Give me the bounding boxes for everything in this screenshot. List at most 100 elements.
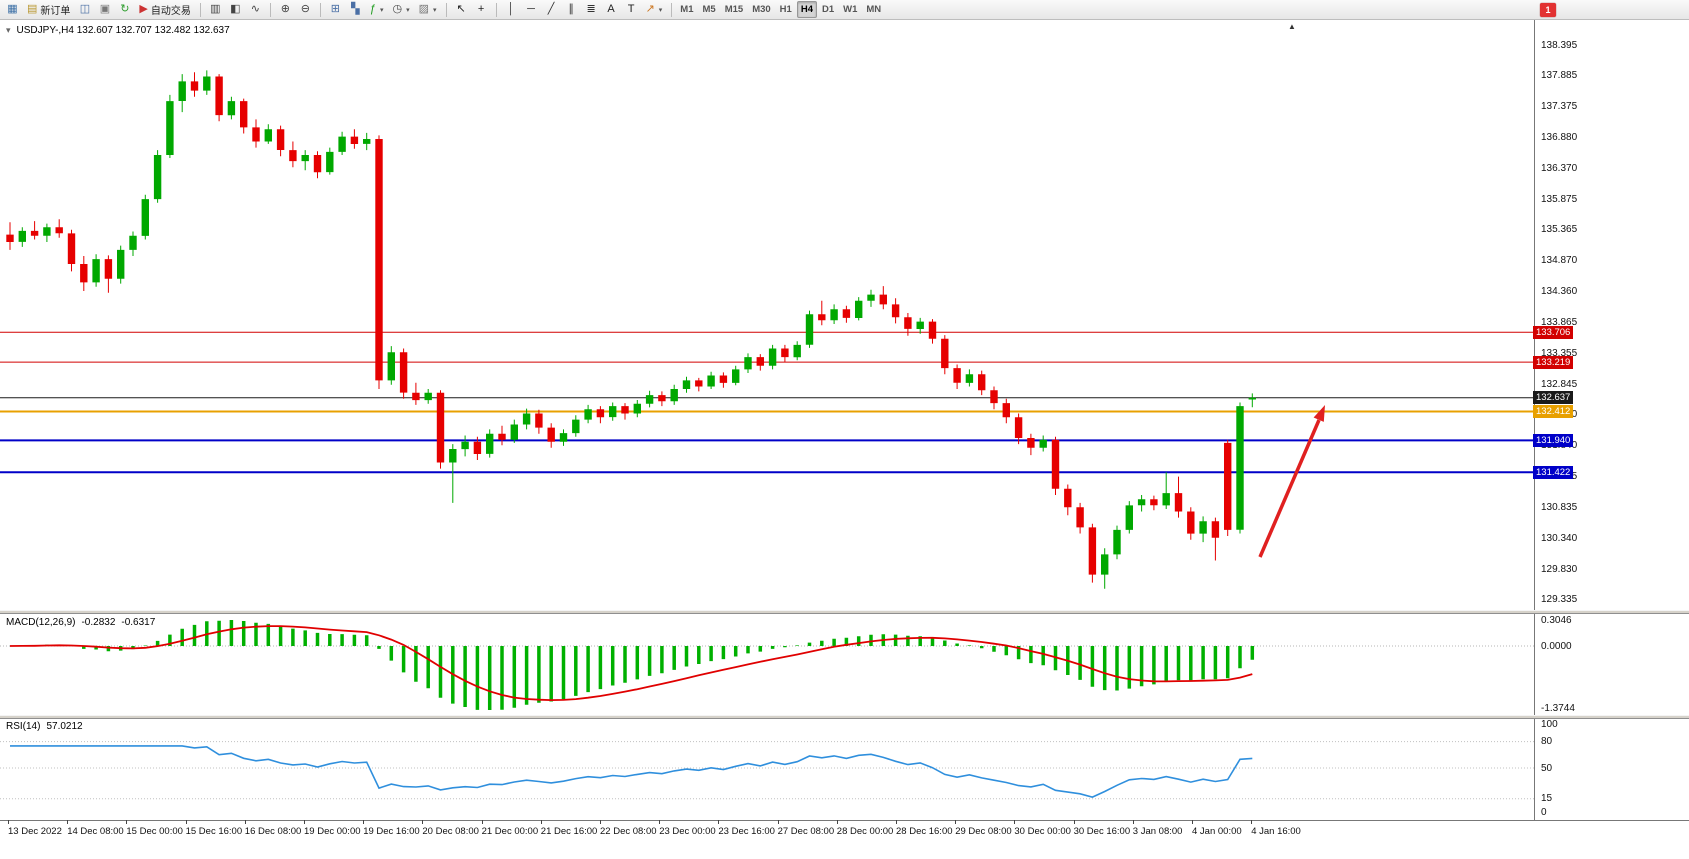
- crosshair-icon: +: [477, 3, 485, 15]
- new-chart-icon: ▦: [7, 3, 18, 15]
- timeframe-w1-button[interactable]: W1: [843, 4, 858, 15]
- time-axis-label: 29 Dec 08:00: [955, 826, 1012, 837]
- chart-collapse-icon[interactable]: ▾: [6, 25, 11, 35]
- auto-arrange-icon: ▚: [351, 3, 360, 15]
- price-axis-label: 129.830: [1541, 563, 1578, 575]
- macd-axis-label: 0.3046: [1541, 614, 1572, 626]
- line-chart-button[interactable]: ∿: [246, 1, 265, 18]
- cursor-button[interactable]: ↖: [452, 1, 471, 18]
- crosshair-button[interactable]: +: [472, 1, 491, 18]
- refresh-button[interactable]: ↻: [115, 1, 134, 18]
- time-tick: [955, 820, 957, 824]
- rsi-axis-label: 50: [1541, 762, 1553, 774]
- rsi-pane-splitter[interactable]: [0, 715, 1689, 719]
- timeframe-h4-button[interactable]: H4: [796, 1, 817, 18]
- chevron-down-icon[interactable]: ▾: [380, 6, 384, 14]
- timeframe-d1-button[interactable]: D1: [821, 4, 835, 15]
- time-tick: [185, 820, 187, 824]
- market-watch-button[interactable]: ◫: [75, 1, 94, 18]
- time-tick: [304, 820, 305, 824]
- trend-arrow-line[interactable]: [1258, 419, 1321, 558]
- time-axis-label: 3 Jan 08:00: [1132, 826, 1183, 837]
- time-tick: [481, 820, 483, 824]
- tile-windows-button[interactable]: ⊞: [326, 1, 345, 18]
- timeframe-m15-button[interactable]: M15: [724, 4, 744, 15]
- autotrading-icon: ▶: [139, 3, 148, 15]
- timeframe-group: M1 M5 M15 M30 H1 H4 D1 W1 MN: [676, 1, 885, 18]
- data-window-button[interactable]: ▣: [95, 1, 114, 18]
- notification-badge[interactable]: 1: [1540, 3, 1556, 17]
- time-tick: [8, 820, 9, 824]
- chevron-down-icon[interactable]: ▾: [433, 6, 437, 14]
- candlestick-chart-icon: ◧: [230, 3, 241, 15]
- time-axis-label: 4 Jan 00:00: [1192, 826, 1242, 837]
- vertical-line-icon: │: [507, 3, 515, 15]
- time-axis[interactable]: 13 Dec 2022 14 Dec 08:00 15 Dec 00:00 15 De…: [0, 820, 1534, 844]
- trendline-icon: ╱: [547, 3, 555, 15]
- time-tick: [67, 820, 69, 824]
- time-tick: [659, 820, 661, 824]
- equidistant-channel-button[interactable]: ∥: [562, 1, 581, 18]
- zoom-in-button[interactable]: ⊕: [276, 1, 295, 18]
- text-label-button[interactable]: T: [622, 1, 641, 18]
- time-tick: [244, 820, 246, 824]
- new-order-button[interactable]: ▤ 新订单: [23, 1, 74, 18]
- time-axis-label: 30 Dec 00:00: [1014, 826, 1071, 837]
- price-axis-label: 135.365: [1541, 224, 1578, 236]
- time-tick: [1132, 820, 1134, 824]
- timeframe-m1-button[interactable]: M1: [680, 4, 694, 15]
- time-tick: [777, 820, 779, 824]
- time-axis-label: 23 Dec 00:00: [659, 826, 716, 837]
- arrows-button[interactable]: ↗ ▾: [642, 1, 667, 18]
- text-button[interactable]: A: [602, 1, 621, 18]
- time-axis-label: 15 Dec 16:00: [185, 826, 243, 837]
- bearish-candle-wicks: [9, 72, 1229, 583]
- macd-pane-splitter[interactable]: [0, 610, 1689, 614]
- horizontal-line-button[interactable]: ─: [522, 1, 541, 18]
- time-axis-label: 16 Dec 08:00: [244, 826, 302, 837]
- chevron-down-icon[interactable]: ▾: [406, 6, 410, 14]
- price-axis[interactable]: 138.395 137.885 137.375 136.880 136.370 135.8…: [1533, 0, 1685, 859]
- templates-button[interactable]: ▨ ▾: [415, 1, 441, 18]
- bar-chart-button[interactable]: ▥: [206, 1, 225, 18]
- rsi-line: [10, 745, 1253, 798]
- candlestick-chart-button[interactable]: ◧: [226, 1, 245, 18]
- time-axis-label: 28 Dec 16:00: [896, 826, 953, 837]
- new-order-label: 新订单: [40, 6, 71, 17]
- rsi-axis-label: 0: [1541, 806, 1547, 818]
- data-window-icon: ▣: [99, 3, 111, 15]
- zoom-out-icon: ⊖: [300, 3, 310, 15]
- periods-button[interactable]: ◷ ▾: [389, 1, 414, 18]
- rsi-axis-label: 100: [1541, 718, 1558, 730]
- time-tick: [718, 820, 720, 824]
- timeframe-h1-button[interactable]: H1: [779, 4, 792, 15]
- new-chart-button[interactable]: ▦: [3, 1, 22, 18]
- indicators-icon: ƒ: [369, 3, 376, 15]
- chevron-down-icon[interactable]: ▾: [658, 6, 663, 14]
- bullish-candle-bodies: [18, 76, 1257, 575]
- time-tick: [1251, 820, 1253, 824]
- toolbar-buttons: ▦ ▤ 新订单 ◫ ▣ ↻ ▶ 自动交易 ▥ ◧ ∿ ⊕ ⊖ ⊞ ▚ ƒ ▾ ◷ ▾ ▨ ▾ ↖ + │ ─ ╱ ∥ ≣ A T ↗ ▾: [3, 1, 676, 18]
- timeframe-m30-button[interactable]: M30: [752, 4, 771, 15]
- autotrading-button[interactable]: ▶ 自动交易: [135, 1, 194, 18]
- time-axis-label: 22 Dec 08:00: [600, 826, 657, 837]
- trend-arrow-head[interactable]: [1313, 405, 1325, 422]
- vertical-line-button[interactable]: │: [502, 1, 521, 18]
- time-axis-label: 13 Dec 2022: [8, 826, 62, 837]
- price-axis-label: 137.885: [1541, 70, 1578, 82]
- indicators-button[interactable]: ƒ ▾: [366, 1, 388, 18]
- time-axis-label: 28 Dec 00:00: [836, 826, 894, 837]
- time-axis-label: 23 Dec 16:00: [718, 826, 775, 837]
- zoom-out-button[interactable]: ⊖: [296, 1, 315, 18]
- price-tag: 131.940: [1533, 433, 1574, 447]
- time-axis-label: 20 Dec 08:00: [422, 826, 479, 837]
- time-axis-label: 4 Jan 16:00: [1251, 826, 1301, 837]
- macd-axis: 0.3046 0.0000 -1.3744: [1535, 0, 1685, 859]
- fibonacci-icon: ≣: [586, 3, 596, 15]
- auto-arrange-button[interactable]: ▚: [346, 1, 365, 18]
- timeframe-m5-button[interactable]: M5: [702, 4, 716, 15]
- timeframe-mn-button[interactable]: MN: [866, 4, 882, 15]
- fibonacci-button[interactable]: ≣: [582, 1, 601, 18]
- trendline-button[interactable]: ╱: [542, 1, 561, 18]
